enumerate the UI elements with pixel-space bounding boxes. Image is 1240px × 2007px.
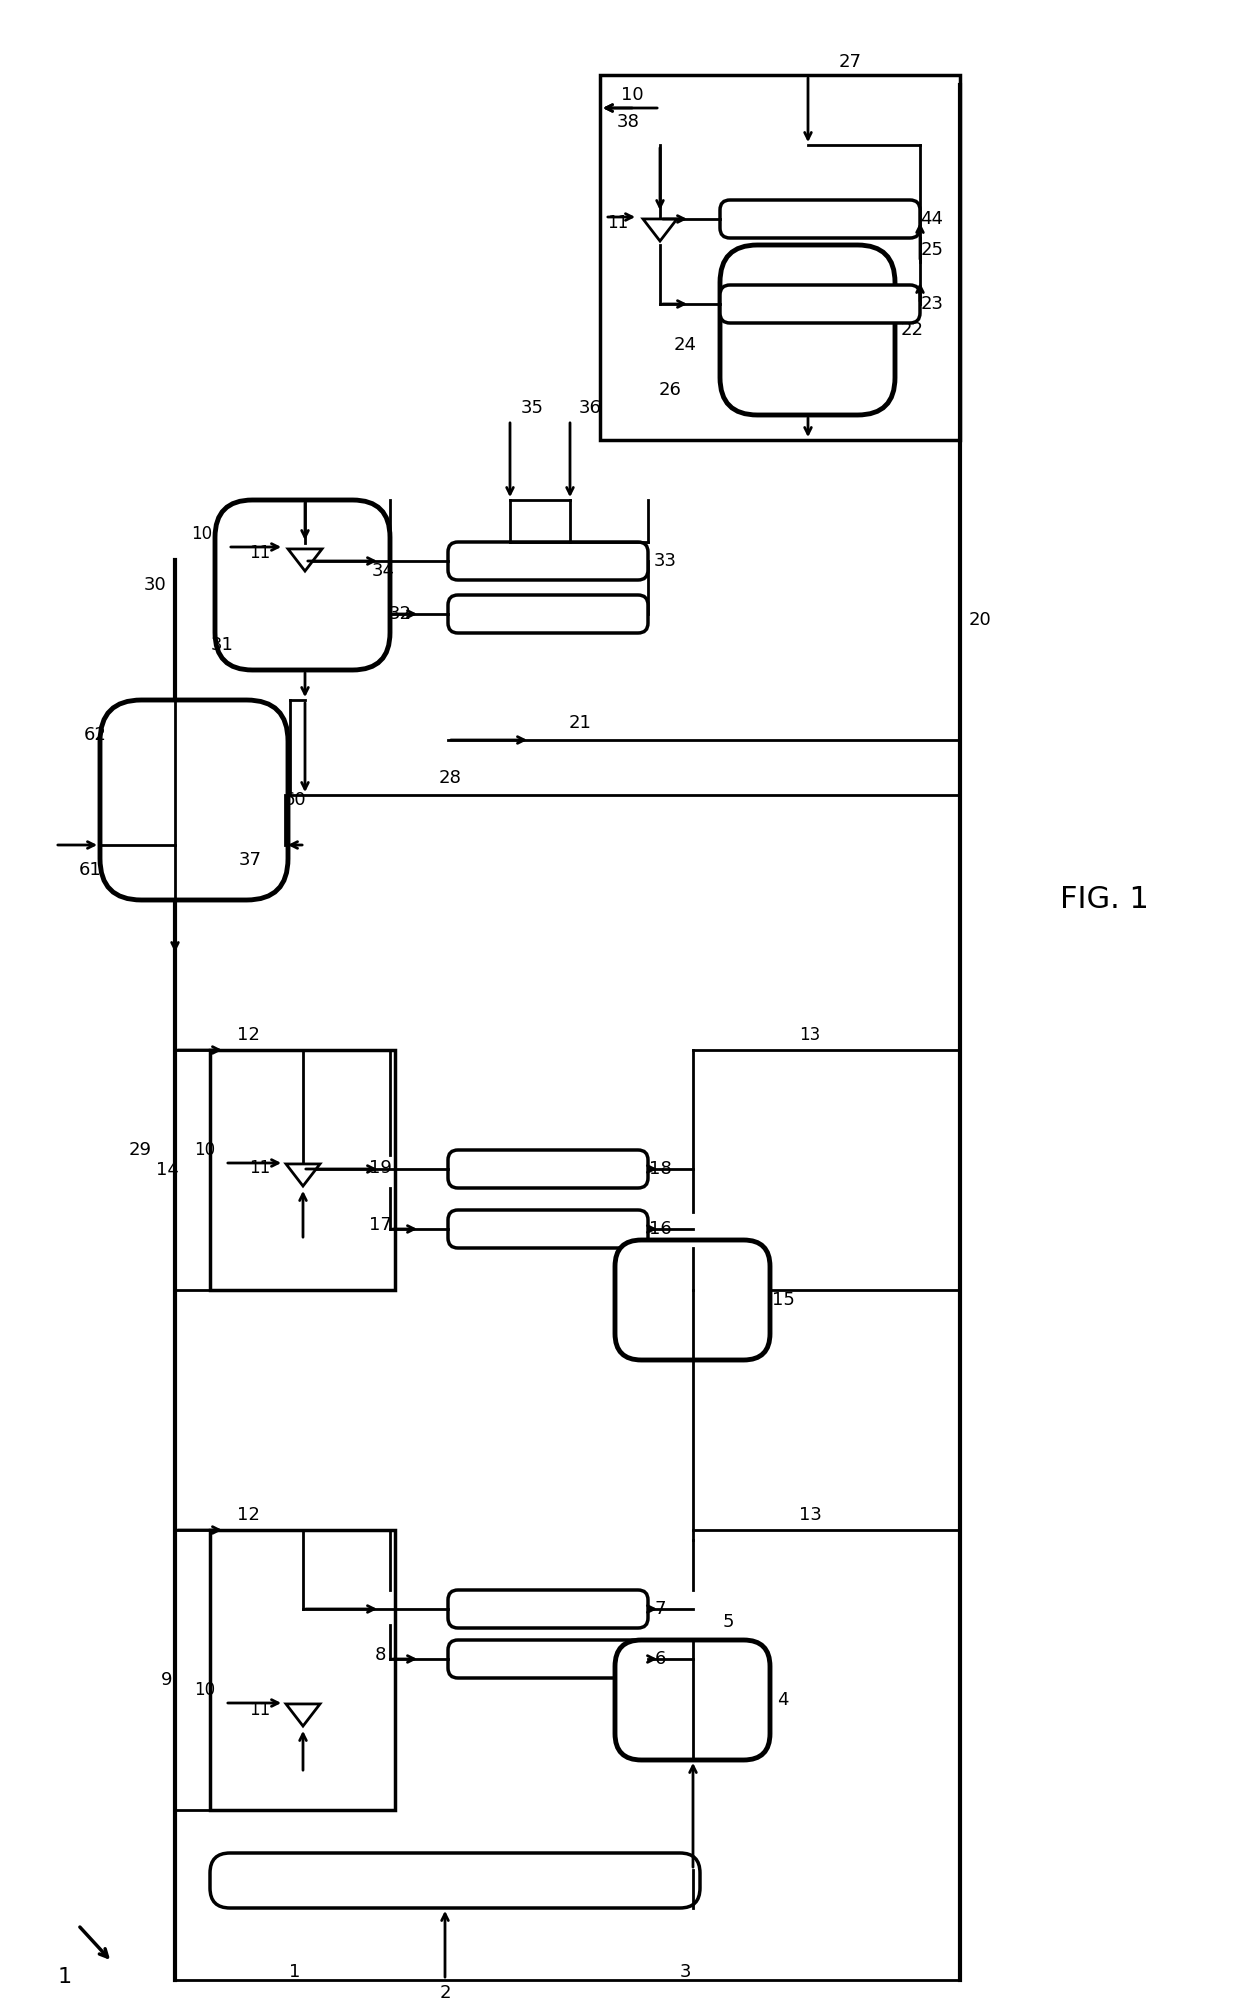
Polygon shape <box>288 550 322 572</box>
Text: 7: 7 <box>655 1600 666 1618</box>
Text: 1: 1 <box>289 1963 300 1981</box>
Text: 15: 15 <box>771 1291 795 1309</box>
Polygon shape <box>644 219 677 241</box>
Text: 27: 27 <box>838 52 862 70</box>
Text: 11: 11 <box>249 1702 270 1720</box>
FancyBboxPatch shape <box>615 1640 770 1760</box>
Text: 62: 62 <box>83 727 107 745</box>
Text: 30: 30 <box>144 576 166 594</box>
Text: 23: 23 <box>920 295 944 313</box>
Text: FIG. 1: FIG. 1 <box>1060 885 1149 915</box>
FancyBboxPatch shape <box>100 700 288 899</box>
Polygon shape <box>286 1704 320 1726</box>
Bar <box>210 1050 396 1291</box>
Text: 18: 18 <box>649 1160 671 1178</box>
FancyBboxPatch shape <box>210 1852 701 1909</box>
Text: 13: 13 <box>800 1026 821 1044</box>
Text: 14: 14 <box>155 1160 179 1178</box>
Text: 2: 2 <box>439 1985 451 2003</box>
Text: 29: 29 <box>129 1142 151 1158</box>
Text: 37: 37 <box>238 851 262 869</box>
Text: 5: 5 <box>722 1614 734 1632</box>
FancyBboxPatch shape <box>448 594 649 632</box>
Text: 3: 3 <box>680 1963 691 1981</box>
Text: 13: 13 <box>799 1505 821 1523</box>
Text: 10: 10 <box>195 1682 216 1700</box>
Text: 11: 11 <box>249 544 270 562</box>
FancyBboxPatch shape <box>448 542 649 580</box>
Text: 1: 1 <box>58 1967 72 1987</box>
FancyBboxPatch shape <box>720 245 895 415</box>
Text: 11: 11 <box>249 1158 270 1176</box>
Text: 38: 38 <box>616 112 640 130</box>
FancyBboxPatch shape <box>615 1240 770 1361</box>
Text: 4: 4 <box>777 1692 789 1710</box>
Text: 25: 25 <box>920 241 944 259</box>
Bar <box>210 1529 396 1810</box>
Text: 12: 12 <box>237 1026 259 1044</box>
Text: 22: 22 <box>900 321 924 339</box>
Text: 19: 19 <box>368 1158 392 1176</box>
Text: 17: 17 <box>368 1216 392 1234</box>
FancyBboxPatch shape <box>448 1210 649 1248</box>
Text: 6: 6 <box>655 1650 666 1668</box>
Text: 21: 21 <box>569 714 591 733</box>
FancyBboxPatch shape <box>448 1640 649 1678</box>
Text: 11: 11 <box>608 215 629 233</box>
Text: 31: 31 <box>211 636 233 654</box>
Text: 36: 36 <box>579 399 601 417</box>
Text: 28: 28 <box>439 769 461 787</box>
Text: 44: 44 <box>920 211 944 229</box>
Text: 20: 20 <box>968 610 991 628</box>
Text: 35: 35 <box>521 399 543 417</box>
FancyBboxPatch shape <box>448 1590 649 1628</box>
Text: 9: 9 <box>161 1672 172 1690</box>
FancyBboxPatch shape <box>720 285 920 323</box>
FancyBboxPatch shape <box>215 500 391 670</box>
Text: 61: 61 <box>78 861 102 879</box>
Text: 8: 8 <box>374 1646 386 1664</box>
FancyBboxPatch shape <box>720 201 920 239</box>
Text: 16: 16 <box>649 1220 671 1238</box>
Text: 10: 10 <box>621 86 644 104</box>
Bar <box>600 74 960 440</box>
Text: 10: 10 <box>195 1142 216 1158</box>
Polygon shape <box>286 1164 320 1186</box>
Text: 33: 33 <box>653 552 677 570</box>
Text: 12: 12 <box>237 1505 259 1523</box>
Text: 24: 24 <box>673 335 697 353</box>
Text: 32: 32 <box>388 604 412 622</box>
Text: 60: 60 <box>284 791 306 809</box>
Text: 34: 34 <box>372 562 394 580</box>
FancyBboxPatch shape <box>448 1150 649 1188</box>
Text: 10: 10 <box>191 526 212 544</box>
Text: 26: 26 <box>658 381 682 399</box>
